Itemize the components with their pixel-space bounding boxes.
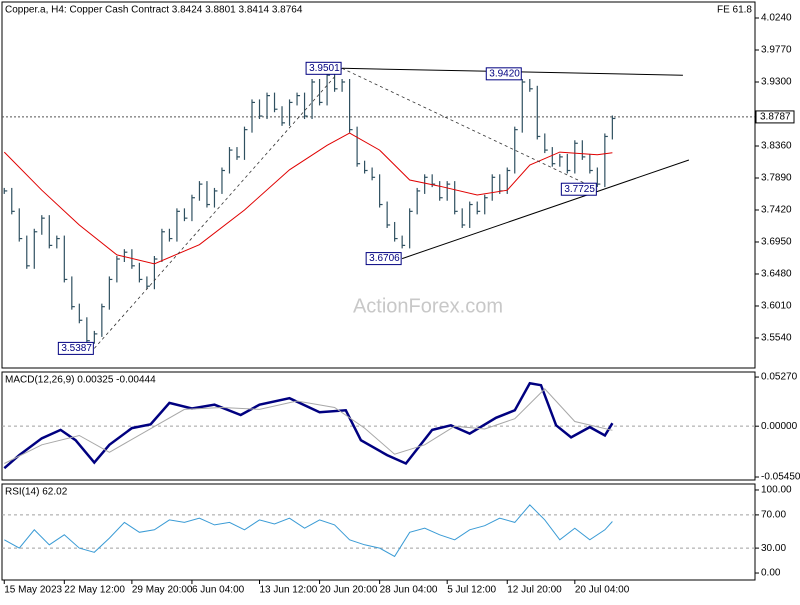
annotation: FE 61.8 (717, 5, 752, 16)
current-price-box (755, 110, 795, 124)
pivot-label: 3.5387 (61, 343, 92, 354)
indicator-line (4, 388, 613, 464)
pivot-label: 3.9420 (489, 68, 520, 79)
y-tick-label: 30.00 (761, 543, 786, 554)
x-tick-label: 5 Jul 12:00 (447, 585, 496, 596)
y-tick-label: 100.00 (761, 485, 792, 496)
x-tick-label: 22 May 12:00 (64, 585, 125, 596)
y-tick-label: 0.05270 (761, 372, 798, 383)
x-tick-label: 15 May 2023 (4, 585, 62, 596)
x-tick-label: 20 Jul 04:00 (575, 585, 630, 596)
pivot-label: 3.9501 (309, 63, 340, 74)
pivot-label: 3.7725 (564, 184, 595, 195)
y-tick-label: 3.7420 (761, 205, 792, 216)
pivot-box (365, 252, 402, 266)
y-tick-label: 4.0240 (761, 13, 792, 24)
projection-line (341, 67, 598, 190)
x-tick-label: 13 Jun 12:00 (260, 585, 318, 596)
panel-border (1, 1, 756, 369)
indicator-line (3, 381, 614, 470)
pivot-box (560, 182, 597, 196)
y-tick-label: 0.00000 (761, 421, 798, 432)
y-tick-label: 3.6480 (761, 269, 792, 280)
y-tick-label: 3.6950 (761, 237, 792, 248)
y-tick-label: 3.8360 (761, 141, 792, 152)
y-tick-label: 3.5540 (761, 333, 792, 344)
x-tick-label: 6 Jun 04:00 (192, 585, 245, 596)
y-tick-label: 3.9300 (761, 77, 792, 88)
panel-title: RSI(14) 62.02 (5, 487, 68, 498)
projection-line (94, 68, 343, 349)
moving-average (3, 132, 613, 265)
indicator-line (4, 504, 613, 558)
y-tick-label: -0.05450 (761, 472, 800, 483)
trend-line (401, 159, 690, 260)
x-tick-label: 29 May 20:00 (132, 585, 193, 596)
watermark: ActionForex.com (353, 295, 503, 317)
current-price-label: 3.8787 (760, 112, 791, 123)
pivot-box (57, 341, 94, 355)
x-tick-label: 20 Jun 20:00 (320, 585, 378, 596)
pivot-box (305, 61, 342, 75)
pivot-label: 3.6706 (369, 253, 400, 264)
panel-title: Copper.a, H4: Copper Cash Contract 3.842… (5, 5, 303, 16)
panel-border (1, 483, 756, 581)
pivot-box (485, 67, 522, 81)
y-tick-label: 70.00 (761, 510, 786, 521)
x-tick-label: 28 Jun 04:00 (380, 585, 438, 596)
panel-title: MACD(12,26,9) 0.00325 -0.00444 (5, 375, 156, 386)
x-tick-label: 12 Jul 20:00 (507, 585, 562, 596)
y-tick-label: 3.7890 (761, 173, 792, 184)
y-tick-label: 3.6010 (761, 301, 792, 312)
y-tick-label: 0.00 (761, 568, 781, 579)
y-tick-label: 3.9770 (761, 45, 792, 56)
